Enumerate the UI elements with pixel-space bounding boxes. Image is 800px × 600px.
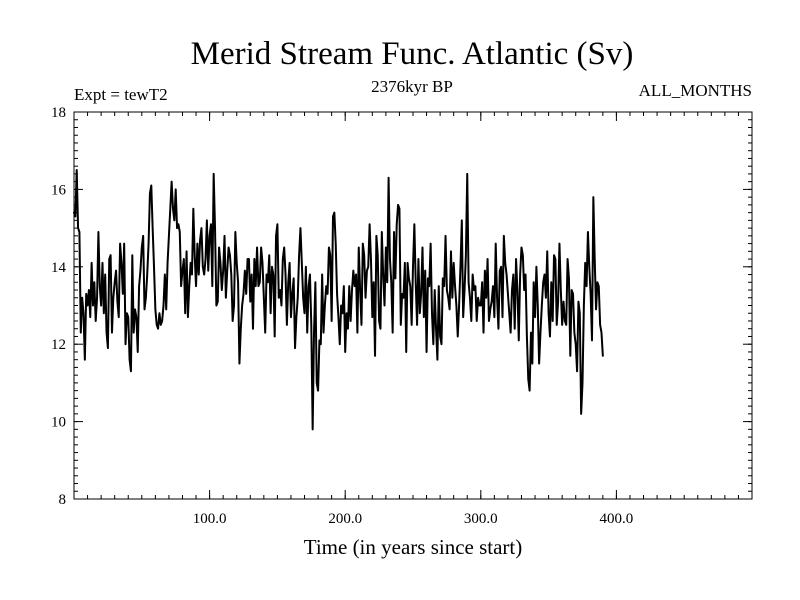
- y-tick-label-5: 18: [51, 105, 66, 121]
- chart-title: Merid Stream Func. Atlantic (Sv): [191, 36, 634, 72]
- x-tick-label-0: 100.0: [193, 511, 227, 527]
- x-axis-label: Time (in years since start): [304, 535, 523, 559]
- major-ticks: [74, 111, 752, 500]
- y-tick-label-3: 14: [51, 260, 67, 276]
- series-line: [73, 169, 604, 431]
- y-tick-label-0: 8: [59, 492, 67, 508]
- y-tick-label-2: 12: [51, 337, 66, 353]
- months-label: ALL_MONTHS: [639, 81, 752, 100]
- experiment-label: Expt = tewT2: [74, 85, 168, 104]
- plot-frame: [73, 111, 753, 500]
- x-tick-label-3: 400.0: [600, 511, 634, 527]
- y-tick-label-1: 10: [51, 415, 66, 431]
- time-period-label: 2376kyr BP: [371, 77, 453, 96]
- x-tick-label-1: 200.0: [328, 511, 362, 527]
- y-tick-label-4: 16: [51, 182, 67, 198]
- x-tick-label-2: 300.0: [464, 511, 498, 527]
- tick-labels: 100.0 200.0 300.0 400.0 8 10 12 14 16 18: [51, 105, 633, 527]
